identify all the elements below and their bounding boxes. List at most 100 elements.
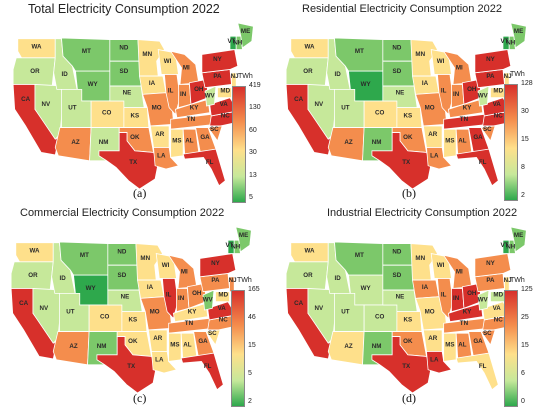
state-label-ok: OK	[130, 134, 140, 141]
state-il	[164, 74, 181, 116]
state-label-in: IN	[178, 295, 185, 302]
legend-tick: 15	[248, 342, 256, 349]
state-label-nd: ND	[392, 248, 401, 255]
state-label-ne: NE	[396, 293, 405, 300]
state-label-me: ME	[239, 232, 249, 239]
state-label-va: VA	[493, 305, 502, 312]
state-nh	[235, 35, 243, 50]
state-label-nh: NH	[506, 39, 515, 46]
state-label-md: MD	[493, 292, 503, 299]
state-label-nd: ND	[119, 44, 128, 51]
us-state-map: WA OR CA NV ID MT WY UT AZ CO NM ND SD NE KS OK TX MN IA MO…	[285, 226, 527, 394]
state-label-nv: NV	[40, 305, 49, 312]
legend-tick: 0	[521, 398, 525, 405]
state-ky	[447, 98, 484, 119]
legend-tick: 125	[521, 286, 533, 293]
state-label-nj: NJ	[504, 277, 512, 284]
state-label-tn: TN	[460, 320, 469, 327]
state-label-mo: MO	[425, 104, 435, 111]
state-label-ks: KS	[403, 112, 412, 119]
state-label-wv: WV	[478, 93, 489, 100]
state-az	[52, 331, 90, 366]
legend-colorbar	[231, 290, 245, 407]
state-label-wa: WA	[29, 248, 39, 255]
state-label-vt: VT	[228, 38, 236, 45]
legend-unit: TWh	[510, 71, 525, 78]
state-label-va: VA	[493, 101, 502, 108]
state-label-co: CO	[100, 313, 109, 320]
state-label-nh: NH	[506, 243, 515, 250]
state-az	[327, 331, 365, 366]
legend-unit: TWh	[237, 277, 252, 284]
state-label-nh: NH	[233, 39, 242, 46]
panel-title: Commercial Electricity Consumption 2022	[20, 207, 225, 219]
state-label-in: IN	[453, 91, 460, 98]
state-la	[426, 147, 453, 170]
state-label-nc: NC	[221, 112, 230, 119]
state-label-ny: NY	[211, 260, 220, 267]
state-label-nc: NC	[219, 316, 228, 323]
state-label-ks: KS	[403, 316, 412, 323]
state-label-az: AZ	[344, 343, 352, 350]
state-label-wv: WV	[205, 93, 216, 100]
legend-tick: 30	[521, 108, 529, 115]
state-md	[215, 291, 230, 303]
state-label-nv: NV	[42, 101, 51, 108]
state-label-vt: VT	[501, 38, 509, 45]
state-label-tx: TX	[402, 363, 411, 370]
state-label-me: ME	[514, 232, 524, 239]
legend-tick: 6	[521, 370, 525, 377]
state-label-nv: NV	[315, 305, 324, 312]
state-label-ky: KY	[463, 308, 472, 315]
state-me	[237, 22, 254, 49]
state-tx	[371, 336, 432, 394]
state-label-tn: TN	[187, 116, 196, 123]
state-label-co: CO	[375, 313, 384, 320]
state-ky	[174, 98, 211, 119]
state-ms	[170, 128, 184, 158]
state-label-nh: NH	[231, 243, 240, 250]
state-label-ms: MS	[445, 341, 455, 348]
legend-tick: 8	[521, 164, 525, 171]
state-label-ar: AR	[155, 131, 164, 138]
state-label-mt: MT	[80, 252, 89, 259]
state-label-va: VA	[218, 305, 227, 312]
state-label-mt: MT	[355, 252, 364, 259]
state-label-la: LA	[157, 152, 166, 159]
state-label-mi: MI	[456, 268, 463, 275]
state-label-oh: OH	[467, 86, 477, 93]
state-label-ut: UT	[68, 104, 76, 111]
state-nh	[508, 35, 516, 50]
state-label-mi: MI	[181, 268, 188, 275]
state-label-nm: NM	[99, 139, 109, 146]
state-wv	[477, 85, 490, 107]
state-label-mo: MO	[425, 308, 435, 315]
state-label-ne: NE	[396, 89, 405, 96]
state-label-tx: TX	[402, 159, 411, 166]
state-ky	[447, 302, 484, 323]
legend-tick: 15	[521, 136, 529, 143]
state-ms	[443, 128, 457, 158]
state-label-ms: MS	[170, 341, 180, 348]
state-label-tn: TN	[185, 320, 194, 327]
legend-tick: 30	[249, 149, 257, 156]
legend-tick: 419	[249, 82, 261, 89]
legend-colorbar	[504, 84, 518, 201]
state-label-ar: AR	[428, 335, 437, 342]
panel-residential: Residential Electricity Consumption 2022…	[275, 0, 550, 204]
state-la	[151, 351, 178, 374]
state-label-al: AL	[183, 341, 191, 348]
legend-tick: 128	[521, 80, 533, 87]
state-az	[327, 127, 365, 162]
state-sc	[205, 329, 221, 346]
state-label-fl: FL	[479, 363, 487, 370]
legend-tick: 25	[521, 314, 529, 321]
state-il	[437, 278, 454, 320]
state-label-fl: FL	[479, 159, 487, 166]
state-label-sd: SD	[393, 272, 402, 279]
legend-tick: 130	[249, 104, 261, 111]
state-label-ga: GA	[198, 338, 208, 345]
state-label-oh: OH	[194, 86, 204, 93]
state-label-ky: KY	[463, 104, 472, 111]
state-label-sc: SC	[483, 126, 492, 133]
